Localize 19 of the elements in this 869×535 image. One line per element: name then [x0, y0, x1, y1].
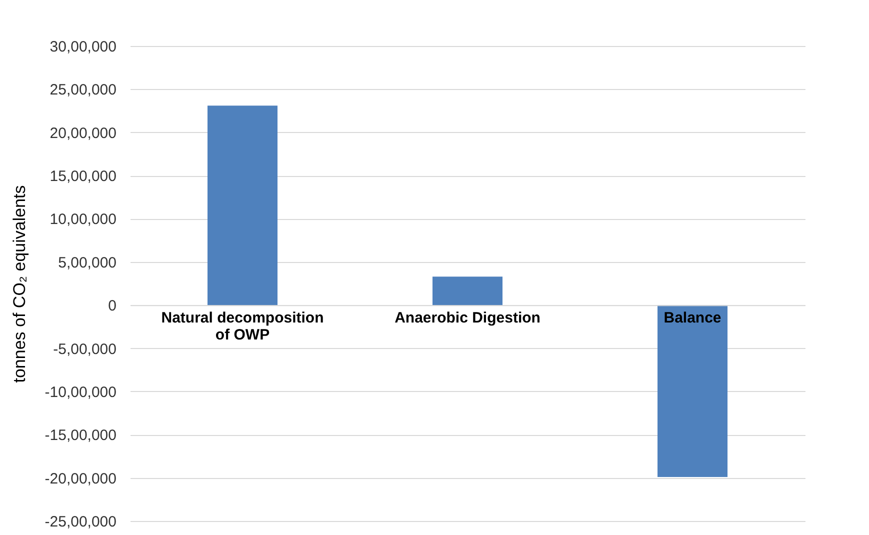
- y-tick-label: 0: [108, 298, 116, 315]
- y-axis-title: tonnes of CO₂ equivalents: [10, 185, 29, 383]
- y-tick-label: 30,00,000: [50, 38, 116, 56]
- y-tick-label: -5,00,000: [53, 340, 116, 358]
- x-tick-label: Balance: [664, 310, 722, 327]
- bar: [658, 305, 728, 477]
- y-tick-label: 15,00,000: [50, 168, 116, 186]
- y-tick-label: 5,00,000: [58, 254, 116, 272]
- y-tick-label: 10,00,000: [50, 211, 116, 228]
- x-tick-label: Natural decomposition of OWP: [161, 310, 324, 344]
- bar: [208, 106, 278, 306]
- y-tick-label: -15,00,000: [44, 427, 116, 444]
- y-tick-label: -10,00,000: [44, 384, 116, 401]
- y-tick-label: 20,00,000: [50, 124, 116, 142]
- y-tick-label: -20,00,000: [44, 470, 116, 488]
- bar: [432, 276, 502, 306]
- x-tick-label: Anaerobic Digestion: [394, 310, 540, 327]
- y-tick-label: 25,00,000: [50, 82, 116, 99]
- y-tick-label: -25,00,000: [44, 514, 116, 530]
